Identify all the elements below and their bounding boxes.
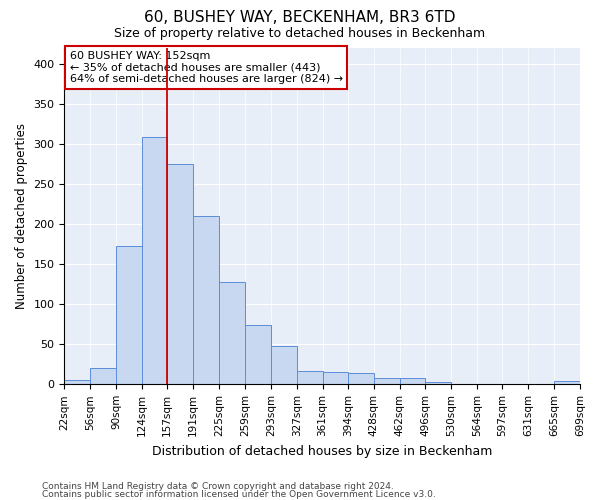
Bar (374, 378, 400, 384)
Bar (400, 378, 425, 384)
Bar (167, 164, 193, 384)
Text: Size of property relative to detached houses in Beckenham: Size of property relative to detached ho… (115, 28, 485, 40)
Bar (245, 325, 271, 384)
Bar (142, 138, 167, 384)
Bar (425, 382, 451, 384)
Bar (64, 380, 90, 384)
Bar (271, 346, 296, 385)
Text: Contains public sector information licensed under the Open Government Licence v3: Contains public sector information licen… (42, 490, 436, 499)
Bar (348, 373, 374, 384)
Bar (219, 282, 245, 384)
Text: Contains HM Land Registry data © Crown copyright and database right 2024.: Contains HM Land Registry data © Crown c… (42, 482, 394, 491)
Bar (116, 246, 142, 384)
X-axis label: Distribution of detached houses by size in Beckenham: Distribution of detached houses by size … (152, 444, 493, 458)
Text: 60 BUSHEY WAY: 152sqm
← 35% of detached houses are smaller (443)
64% of semi-det: 60 BUSHEY WAY: 152sqm ← 35% of detached … (70, 51, 343, 84)
Bar (323, 372, 348, 384)
Y-axis label: Number of detached properties: Number of detached properties (15, 123, 28, 309)
Bar (193, 216, 219, 384)
Bar (296, 372, 323, 384)
Bar (90, 368, 116, 384)
Text: 60, BUSHEY WAY, BECKENHAM, BR3 6TD: 60, BUSHEY WAY, BECKENHAM, BR3 6TD (144, 10, 456, 25)
Bar (554, 381, 580, 384)
